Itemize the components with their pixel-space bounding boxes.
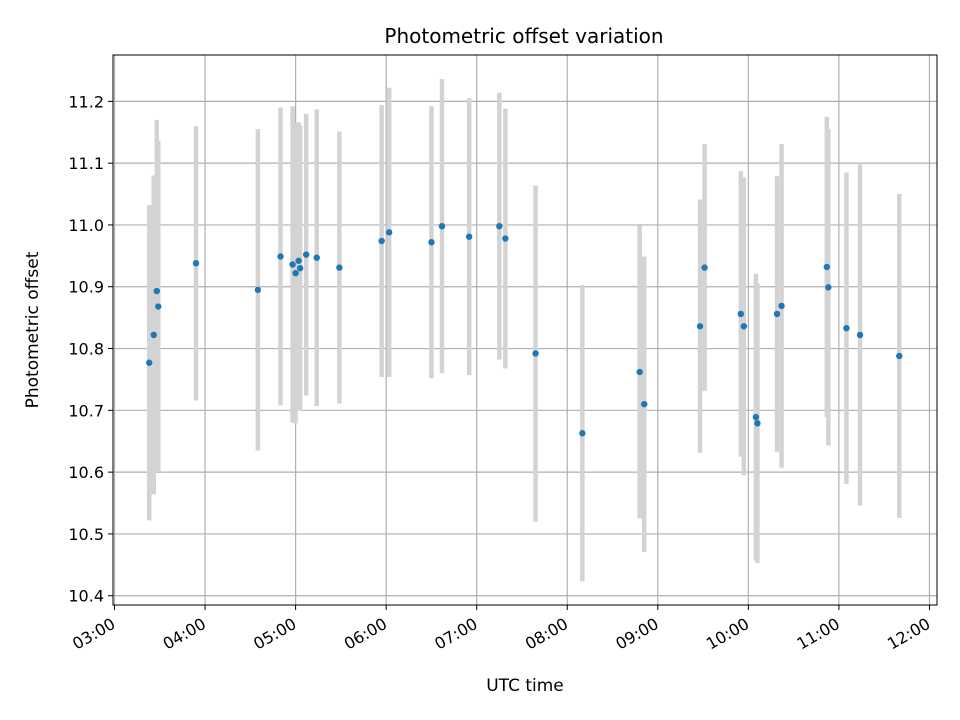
x-tick-label: 08:00	[522, 614, 571, 654]
x-tick-label: 05:00	[250, 614, 299, 654]
x-axis-ticks: 03:00 04:00 05:00 06:00 07:00 08:00 09:00 10:00…	[69, 605, 933, 654]
chart-title: Photometric offset variation	[384, 24, 663, 48]
data-point	[153, 287, 160, 295]
x-tick-label: 06:00	[341, 614, 390, 654]
y-tick-label: 11.0	[68, 216, 104, 235]
data-point	[465, 233, 473, 240]
error-bars	[146, 79, 902, 582]
data-point	[737, 310, 745, 318]
plot-area-frame	[112, 54, 938, 606]
y-tick-label: 10.5	[68, 525, 104, 544]
data-point	[296, 265, 304, 272]
y-tick-label: 11.2	[68, 92, 104, 111]
x-tick-label: 10:00	[703, 614, 752, 654]
x-axis-title: UTC time	[486, 676, 564, 696]
data-points	[146, 222, 903, 437]
data-point	[701, 264, 708, 271]
y-tick-label: 10.9	[68, 278, 104, 297]
data-point	[438, 222, 446, 230]
x-tick-label: 12:00	[884, 614, 933, 654]
y-tick-label: 10.4	[68, 587, 104, 606]
data-point	[778, 302, 785, 310]
y-tick-label: 10.7	[68, 401, 104, 420]
data-point	[146, 359, 153, 366]
data-point	[773, 310, 781, 318]
data-point	[385, 229, 393, 236]
data-point	[378, 237, 385, 245]
data-point	[155, 303, 162, 310]
data-point	[428, 239, 435, 246]
data-point	[696, 323, 704, 330]
data-point	[532, 350, 539, 357]
data-point	[302, 251, 310, 258]
data-point	[754, 420, 761, 427]
data-point	[295, 257, 302, 264]
x-tick-label: 03:00	[69, 614, 118, 654]
data-point	[502, 235, 509, 242]
grid	[113, 55, 937, 605]
data-point	[579, 430, 586, 437]
data-point	[292, 269, 299, 277]
x-tick-label: 11:00	[793, 614, 842, 654]
data-point	[856, 331, 864, 339]
data-point	[823, 263, 831, 271]
data-point	[496, 222, 503, 230]
data-point	[336, 264, 343, 271]
data-point	[825, 284, 832, 291]
data-point	[752, 413, 760, 421]
data-point	[896, 352, 903, 360]
data-point	[289, 261, 296, 268]
y-tick-label: 10.6	[68, 463, 104, 482]
data-point	[150, 331, 157, 339]
y-tick-label: 11.1	[68, 154, 104, 173]
x-tick-label: 04:00	[160, 614, 209, 654]
data-point	[313, 254, 320, 261]
y-tick-label: 10.8	[68, 340, 104, 359]
data-point	[843, 324, 850, 332]
x-tick-label: 07:00	[431, 614, 480, 654]
data-point	[192, 260, 200, 267]
y-axis-title: Photometric offset	[23, 251, 43, 408]
x-tick-label: 09:00	[612, 614, 661, 654]
data-point	[740, 323, 748, 330]
y-axis-ticks: 10.4 10.5 10.6 10.7 10.8 10.9 11.0 11.1 11.2	[68, 92, 113, 606]
data-point	[277, 253, 284, 260]
data-point	[636, 368, 643, 376]
data-point	[641, 400, 648, 408]
data-point	[254, 286, 262, 294]
